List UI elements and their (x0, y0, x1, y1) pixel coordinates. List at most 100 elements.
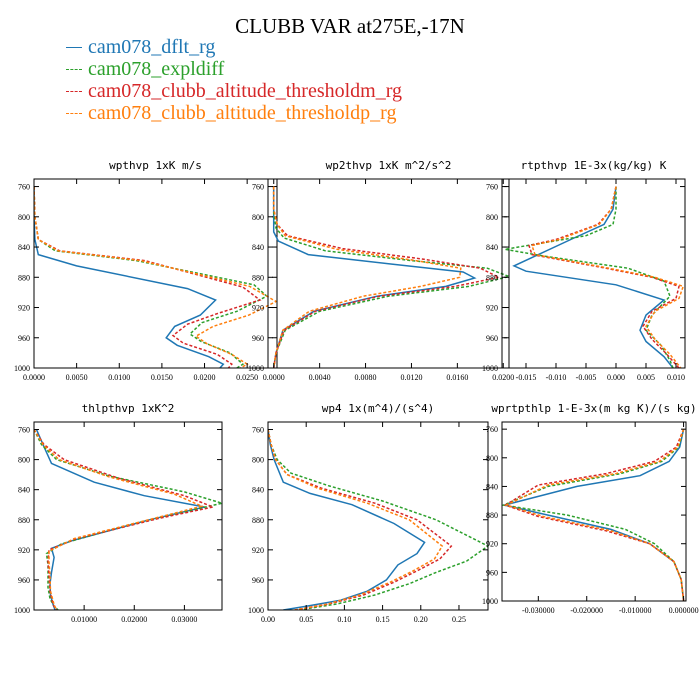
y-tick-label: 1000 (14, 606, 30, 615)
panel-2: wp2thvp 1xK m^2/s^2 760 800 840 880 920 960 100… (248, 159, 514, 382)
panel-1: wpthvp 1xK m/s76080084088092096010000.00… (14, 159, 278, 382)
y-tick-label: 760 (252, 426, 264, 435)
y-tick-label: 960 (486, 568, 498, 577)
y-tick-label: 880 (252, 516, 264, 525)
legend-label: cam078_expldiff (88, 58, 225, 80)
panel-title: wpthvp 1xK m/s (109, 159, 202, 172)
y-tick-label: 1000 (14, 364, 30, 373)
y-tick-label: 960 (18, 334, 30, 343)
x-tick-label: 0.0200 (492, 373, 514, 382)
x-tick-label: 0.0160 (446, 373, 468, 382)
legend-entry-expldiff: cam078_expldiff (66, 58, 402, 80)
legend-label: cam078_clubb_altitude_thresholdm_rg (88, 80, 403, 102)
x-tick-label: 0.10 (337, 615, 351, 624)
y-tick-label: 840 (18, 486, 30, 495)
series-line-2 (268, 429, 488, 610)
y-tick-label: 880 (18, 273, 30, 282)
series-line-2 (34, 429, 222, 610)
series-line-2 (504, 186, 674, 368)
y-tick-label: 880 (486, 273, 498, 282)
y-tick-label: 800 (18, 213, 30, 222)
series-line-1 (512, 186, 674, 368)
y-tick-label: 880 (252, 273, 264, 282)
series-line-2 (272, 186, 509, 368)
x-tick-label: 0.20 (414, 615, 428, 624)
series-line-3 (34, 429, 216, 610)
legend-entry-thresholdp: cam078_clubb_altitude_thresholdp_rg (66, 102, 402, 124)
legend-line-icon (66, 46, 82, 48)
legend-label: cam078_clubb_altitude_thresholdp_rg (88, 102, 397, 124)
y-tick-label: 840 (486, 482, 498, 491)
x-tick-label: 0.0000 (23, 373, 45, 382)
y-tick-label: 800 (252, 456, 264, 465)
y-tick-label: 1000 (248, 606, 264, 615)
legend-label: cam078_dflt_rg (88, 36, 216, 58)
y-tick-label: 840 (252, 243, 264, 252)
x-tick-label: -0.015 (516, 373, 537, 382)
legend: cam078_dflt_rg cam078_expldiff cam078_cl… (66, 36, 402, 124)
panel-3: rtpthvp 1E-3x(kg/kg) K 760 800 840 880 920 960… (482, 159, 686, 382)
y-tick-label: 960 (252, 576, 264, 585)
plot-frame (33, 178, 278, 369)
y-tick-label: 920 (486, 540, 498, 549)
x-tick-label: 0.15 (376, 615, 390, 624)
panel-4: thlpthvp 1xK^2 760 800 840 880 920 960 1000 0.01… (14, 402, 223, 624)
legend-line-icon (66, 90, 82, 92)
y-tick-label: 960 (252, 334, 264, 343)
y-tick-label: 800 (486, 213, 498, 222)
x-tick-label: 0.0080 (355, 373, 377, 382)
y-tick-label: 1000 (248, 364, 264, 373)
series-line-1 (35, 429, 205, 610)
y-tick-label: 920 (486, 304, 498, 313)
panel-title: wp4 1x(m^4)/(s^4) (322, 402, 435, 415)
x-tick-label: -0.030000 (522, 606, 555, 615)
x-tick-label: 0.02000 (121, 615, 147, 624)
y-tick-label: 760 (486, 183, 498, 192)
y-tick-label: 960 (18, 576, 30, 585)
panel-title: thlpthvp 1xK^2 (82, 402, 175, 415)
panel-title: wp2thvp 1xK m^2/s^2 (326, 159, 452, 172)
y-tick-label: 880 (18, 516, 30, 525)
series-line-3 (272, 186, 501, 368)
y-tick-label: 800 (252, 213, 264, 222)
x-tick-label: 0.0150 (151, 373, 173, 382)
legend-line-icon (66, 68, 82, 70)
series-line-2 (502, 429, 685, 601)
x-tick-label: 0.25 (452, 615, 466, 624)
x-tick-label: 0.0050 (66, 373, 88, 382)
panel-6: wprtpthlp 1-E-3x(m kg K)/(s kg) 760 800 840… (482, 402, 699, 615)
series-line-1 (504, 429, 685, 601)
panel-title: rtpthvp 1E-3x(kg/kg) K (521, 159, 667, 172)
series-line-4 (272, 186, 462, 368)
y-tick-label: 920 (18, 546, 30, 555)
series-line-3 (503, 428, 685, 601)
series-line-2 (34, 186, 269, 368)
y-tick-label: 1000 (482, 364, 498, 373)
plot-frame (33, 421, 223, 611)
series-line-1 (34, 186, 225, 368)
x-tick-label: 0.0100 (108, 373, 130, 382)
x-tick-label: 0.0200 (194, 373, 216, 382)
series-line-1 (268, 429, 426, 610)
x-tick-label: -0.010000 (619, 606, 652, 615)
legend-line-icon (66, 112, 82, 114)
x-tick-label: -0.005 (576, 373, 597, 382)
x-tick-label: 0.000000 (669, 606, 699, 615)
series-line-3 (268, 429, 453, 610)
series-line-4 (531, 186, 685, 368)
plot-frame (267, 421, 489, 611)
panel-5: wp4 1x(m^4)/(s^4)76080084088092096010000… (248, 402, 489, 624)
x-tick-label: 0.010 (667, 373, 685, 382)
series-line-1 (272, 186, 477, 368)
legend-entry-thresholdm: cam078_clubb_altitude_thresholdm_rg (66, 80, 402, 102)
y-tick-label: 1000 (482, 597, 498, 606)
y-tick-label: 880 (486, 511, 498, 520)
y-tick-label: 840 (486, 243, 498, 252)
x-tick-label: 0.0000 (263, 373, 285, 382)
y-tick-label: 920 (252, 304, 264, 313)
x-tick-label: 0.0250 (236, 373, 258, 382)
panel-title: wprtpthlp 1-E-3x(m kg K)/(s kg) (491, 402, 696, 415)
series-line-4 (504, 428, 685, 601)
x-tick-label: 0.000 (607, 373, 625, 382)
